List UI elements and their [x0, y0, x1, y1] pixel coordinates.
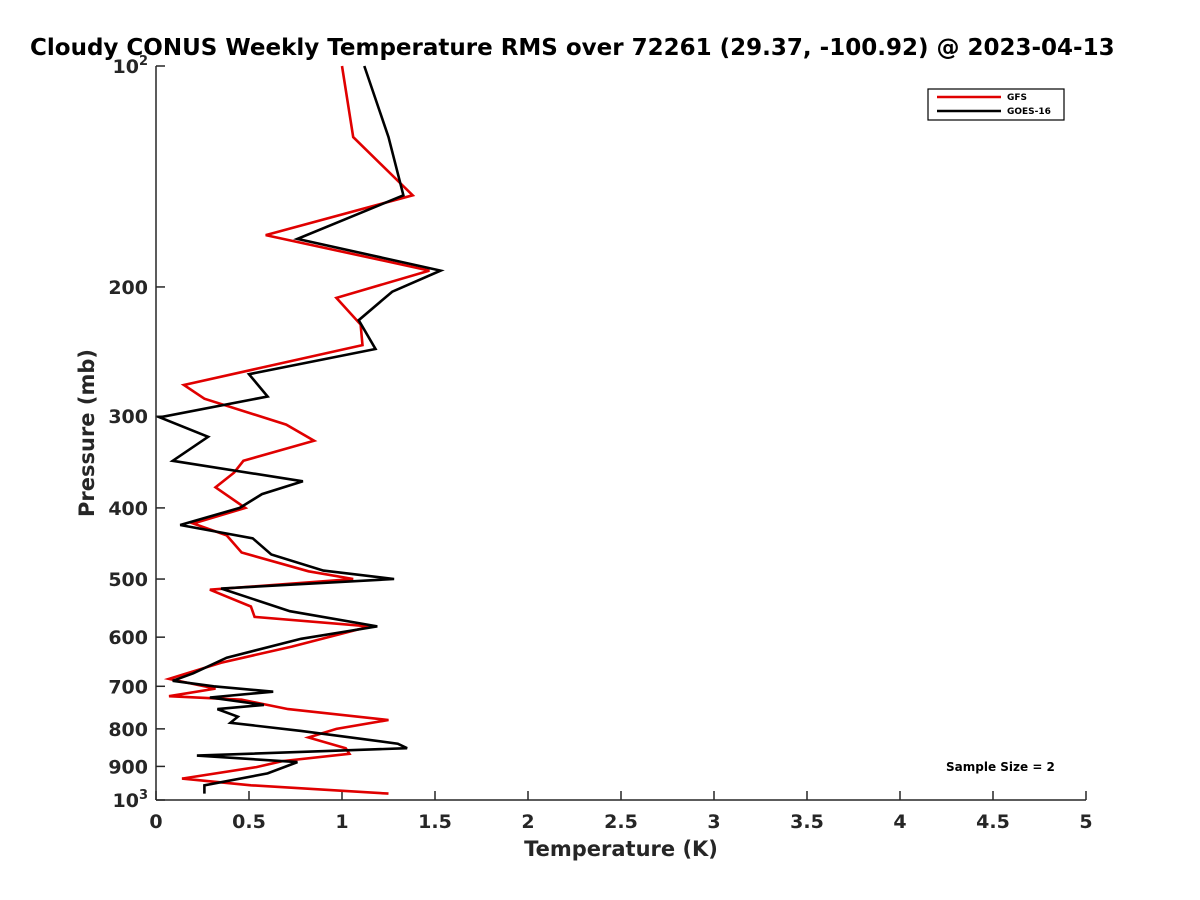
y-tick-label: 102	[113, 54, 149, 78]
y-tick-label: 300	[108, 406, 148, 428]
y-tick-label: 400	[108, 498, 148, 520]
legend: GFS GOES-16	[927, 88, 1065, 121]
series-line-goes-16	[155, 65, 445, 794]
y-tick-label: 500	[108, 569, 148, 591]
y-tick-label: 103	[113, 788, 149, 812]
y-tick-label: 600	[108, 627, 148, 649]
legend-box	[927, 88, 1065, 121]
y-axis-label: Pressure (mb)	[75, 349, 99, 517]
x-tick-label: 2.5	[604, 811, 638, 833]
x-tick-label: 4	[893, 811, 906, 833]
y-axis-ticks: 102 200 300 400 500 600 700 800 900 103	[108, 54, 165, 812]
x-axis-label: Temperature (K)	[524, 837, 718, 861]
x-axis-ticks: 0 0.5 1 1.5 2 2.5 3 3.5 4 4.5 5	[149, 791, 1093, 833]
x-tick-label: 2	[521, 811, 534, 833]
x-tick-label: 3	[707, 811, 720, 833]
legend-label: GFS	[1007, 93, 1027, 103]
plot-lines	[155, 65, 445, 795]
x-tick-label: 1.5	[418, 811, 452, 833]
y-tick-label: 900	[108, 756, 148, 778]
sample-size-annotation: Sample Size = 2	[946, 760, 1055, 774]
x-tick-label: 4.5	[976, 811, 1010, 833]
x-tick-label: 3.5	[790, 811, 824, 833]
legend-label: GOES-16	[1007, 107, 1051, 117]
y-tick-label: 700	[108, 676, 148, 698]
x-tick-label: 0	[149, 811, 162, 833]
chart-title: Cloudy CONUS Weekly Temperature RMS over…	[30, 35, 1115, 61]
x-tick-label: 0.5	[232, 811, 266, 833]
y-tick-label: 200	[108, 277, 148, 299]
y-tick-label: 800	[108, 719, 148, 741]
x-tick-label: 5	[1079, 811, 1092, 833]
x-tick-label: 1	[335, 811, 348, 833]
